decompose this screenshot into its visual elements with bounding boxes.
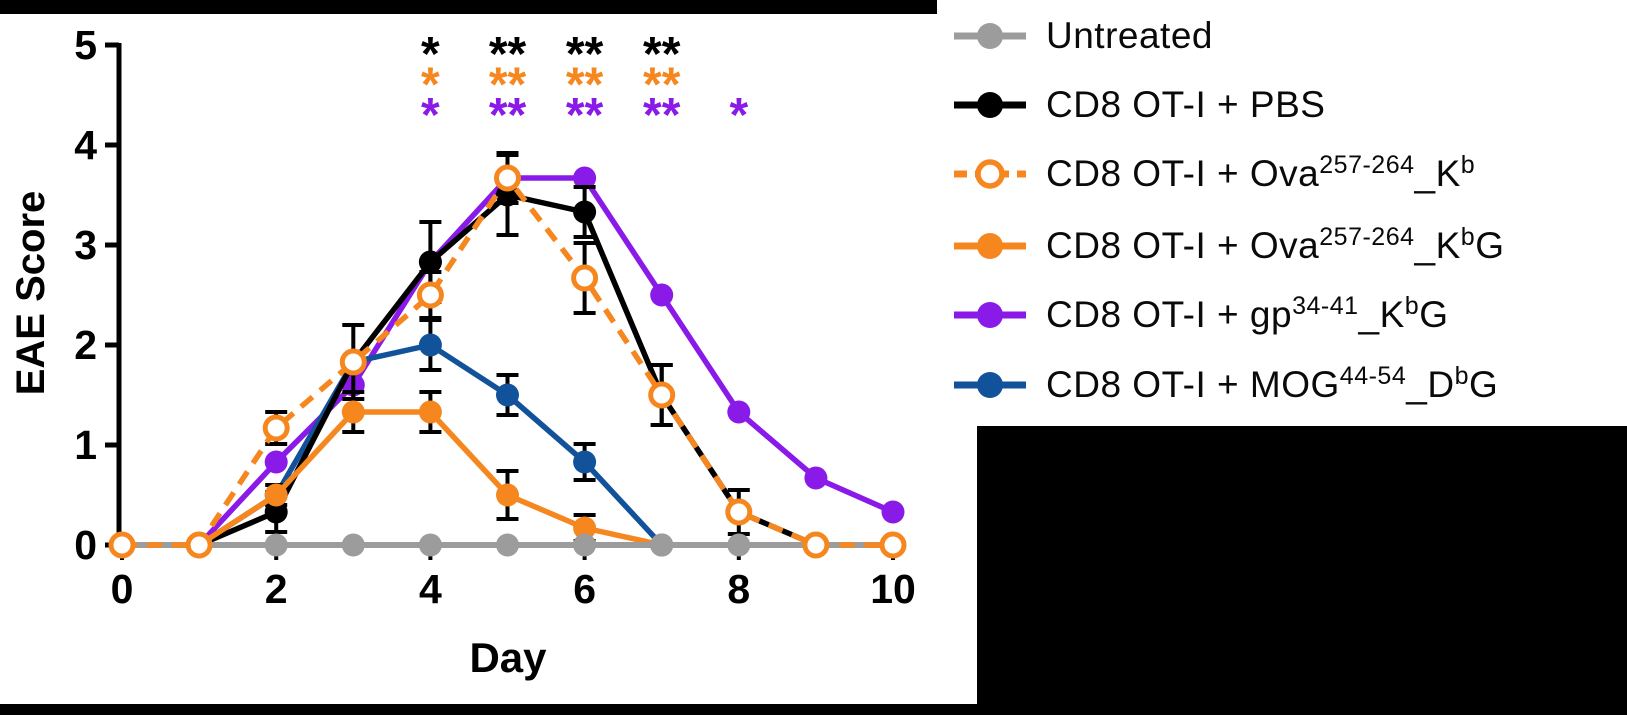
data-point-ova-kbg — [418, 400, 442, 424]
x-tick-label: 8 — [727, 566, 750, 612]
x-tick-label: 0 — [111, 566, 134, 612]
x-tick-label: 10 — [870, 566, 916, 612]
x-axis-title: Day — [469, 634, 547, 681]
significance-mark-orange: ** — [489, 59, 527, 112]
significance-mark-orange: ** — [643, 59, 681, 112]
data-point-gp-kbg — [881, 500, 905, 524]
legend-item-label: CD8 OT-I + gp34-41_KbG — [1046, 292, 1449, 336]
legend-item-untreated: Untreated — [952, 10, 1213, 62]
data-point-mog-dbg — [573, 450, 597, 474]
data-point-untreated — [496, 533, 519, 557]
significance-mark-purple: ** — [489, 89, 527, 142]
data-point-ova-kb — [494, 164, 521, 192]
data-point-untreated — [650, 533, 674, 557]
series-line-ova-kbg — [122, 409, 663, 548]
y-tick-label: 4 — [74, 122, 97, 168]
bottom-black-bar — [0, 704, 1627, 715]
data-point-untreated — [341, 533, 365, 557]
legend-item-label: CD8 OT-I + Ova257-264_KbG — [1046, 223, 1505, 267]
legend: Untreated CD8 OT-I + PBS CD8 OT-I + Ova257… — [952, 0, 1627, 426]
y-tick-label: 0 — [74, 522, 97, 568]
data-point-mog-dbg — [418, 333, 442, 357]
significance-mark-black: ** — [489, 28, 527, 81]
data-point-gp-kbg — [264, 450, 288, 474]
significance-mark-purple: * — [729, 89, 748, 142]
legend-item-gp-kbg: CD8 OT-I + gp34-41_KbG — [952, 289, 1448, 341]
significance-mark-orange: ** — [566, 59, 604, 112]
legend-item-mog-dbg: CD8 OT-I + MOG44-54_DbG — [952, 359, 1498, 411]
data-point-mog-dbg — [496, 383, 519, 407]
significance-mark-black: ** — [566, 28, 604, 81]
legend-marker-icon — [954, 159, 1026, 189]
legend-item-label: CD8 OT-I + PBS — [1046, 84, 1326, 125]
significance-mark-purple: ** — [566, 89, 604, 142]
data-point-ova-kbg — [264, 483, 288, 507]
data-point-gp-kbg — [650, 283, 674, 307]
significance-mark-black: ** — [643, 28, 681, 81]
legend-item-pbs: CD8 OT-I + PBS — [952, 79, 1325, 131]
data-point-ova-kb — [108, 531, 136, 559]
data-point-gp-kbg — [727, 400, 751, 424]
data-point-ova-kb — [571, 264, 599, 292]
y-tick-label: 3 — [74, 222, 97, 268]
x-tick-label: 4 — [419, 566, 442, 612]
x-tick-label: 6 — [573, 566, 596, 612]
x-tick-label: 2 — [265, 566, 288, 612]
data-point-ova-kbg — [341, 400, 365, 424]
y-tick-label: 5 — [74, 22, 97, 68]
y-axis-title: EAE Score — [9, 191, 53, 396]
data-point-gp-kbg — [573, 166, 597, 190]
data-point-untreated — [573, 533, 597, 557]
data-point-untreated — [264, 533, 288, 557]
data-point-ova-kb — [339, 348, 367, 376]
data-point-gp-kbg — [804, 466, 828, 490]
data-point-ova-kb — [725, 498, 753, 526]
legend-item-label: CD8 OT-I + Ova257-264_Kb — [1046, 151, 1476, 195]
legend-item-label: CD8 OT-I + MOG44-54_DbG — [1046, 362, 1499, 406]
data-point-pbs — [573, 200, 597, 224]
legend-marker-icon — [954, 372, 1026, 398]
significance-mark-orange: * — [421, 59, 440, 112]
y-tick-label: 1 — [74, 422, 97, 468]
data-point-ova-kb — [185, 531, 213, 559]
y-tick-label: 2 — [74, 322, 97, 368]
legend-marker-icon — [954, 302, 1026, 328]
data-point-ova-kbg — [573, 516, 597, 540]
legend-item-ova-kbg: CD8 OT-I + Ova257-264_KbG — [952, 220, 1504, 272]
data-point-ova-kb — [648, 381, 676, 409]
data-point-ova-kb — [802, 531, 830, 559]
data-point-ova-kb — [879, 531, 907, 559]
data-point-pbs — [418, 250, 442, 274]
data-point-ova-kb — [416, 281, 444, 309]
legend-marker-icon — [954, 92, 1026, 118]
legend-marker-icon — [954, 23, 1026, 49]
data-point-untreated — [727, 533, 751, 557]
legend-item-label: Untreated — [1046, 15, 1213, 56]
data-point-ova-kbg — [496, 483, 519, 507]
legend-item-ova-kb: CD8 OT-I + Ova257-264_Kb — [952, 148, 1475, 200]
legend-marker-icon — [954, 233, 1026, 259]
top-black-bar — [0, 0, 937, 14]
significance-mark-purple: ** — [643, 89, 681, 142]
bottom-right-black-panel — [977, 426, 1627, 704]
significance-mark-purple: * — [421, 89, 440, 142]
data-point-ova-kb — [262, 414, 290, 442]
data-point-untreated — [418, 533, 442, 557]
significance-mark-black: * — [421, 28, 440, 81]
